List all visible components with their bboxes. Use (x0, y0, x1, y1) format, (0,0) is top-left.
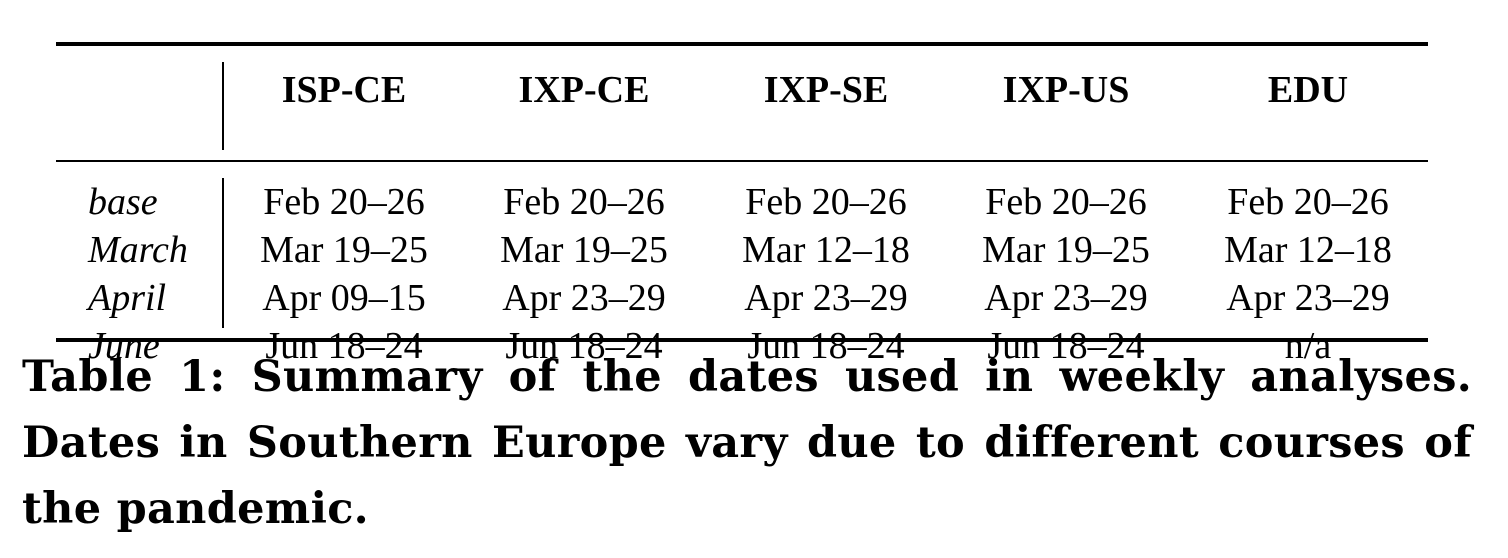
table-cell: Feb 20–26 (263, 181, 425, 223)
table-cell: Feb 20–26 (1227, 181, 1389, 223)
table-cell: Mar 19–25 (260, 229, 428, 271)
table-cell: Mar 12–18 (742, 229, 910, 271)
column-header-edu: EDU (1267, 69, 1349, 111)
table-cell: Jun 18–24 (987, 325, 1145, 367)
table-cell: Feb 20–26 (503, 181, 665, 223)
column-header-ixp-ce: IXP-CE (518, 69, 650, 111)
table-cell: Mar 19–25 (500, 229, 668, 271)
table-row-march: March Mar 19–25 Mar 19–25 Mar 12–18 Mar … (56, 226, 1428, 274)
table-cell: Mar 19–25 (982, 229, 1150, 271)
table-cell: Apr 23–29 (502, 277, 666, 319)
row-label: June (88, 325, 160, 367)
table-cell: Jun 18–24 (505, 325, 663, 367)
table-cell: n/a (1284, 325, 1332, 367)
table-cell: Apr 23–29 (744, 277, 908, 319)
table-row-june: June Jun 18–24 Jun 18–24 Jun 18–24 Jun 1… (56, 322, 1428, 370)
table-row-base: base Feb 20–26 Feb 20–26 Feb 20–26 Feb 2… (56, 178, 1428, 226)
column-header-ixp-us: IXP-US (1002, 69, 1130, 111)
table-body: base Feb 20–26 Feb 20–26 Feb 20–26 Feb 2… (56, 178, 1428, 370)
table-header-row: ISP-CE IXP-CE IXP-SE IXP-US EDU (56, 52, 1428, 130)
table-cell: Mar 12–18 (1224, 229, 1392, 271)
table-row-april: April Apr 09–15 Apr 23–29 Apr 23–29 Apr … (56, 274, 1428, 322)
header-rule (56, 160, 1428, 162)
table-cell: Apr 09–15 (262, 277, 426, 319)
column-header-ixp-se: IXP-SE (763, 69, 889, 111)
table-cell: Feb 20–26 (745, 181, 907, 223)
row-label: base (88, 181, 158, 223)
row-label: April (88, 277, 167, 319)
table-cell: Jun 18–24 (265, 325, 423, 367)
bottom-rule (56, 338, 1428, 342)
table-cell: Apr 23–29 (984, 277, 1148, 319)
column-header-isp-ce: ISP-CE (281, 69, 407, 111)
table-cell: Jun 18–24 (747, 325, 905, 367)
table-caption: Table 1: Summary of the dates used in we… (22, 352, 1472, 534)
table-cell: Apr 23–29 (1226, 277, 1390, 319)
table-cell: Feb 20–26 (985, 181, 1147, 223)
body-column-separator (222, 178, 224, 328)
row-label: March (88, 229, 188, 271)
header-column-separator (222, 62, 224, 150)
top-rule (56, 42, 1428, 46)
